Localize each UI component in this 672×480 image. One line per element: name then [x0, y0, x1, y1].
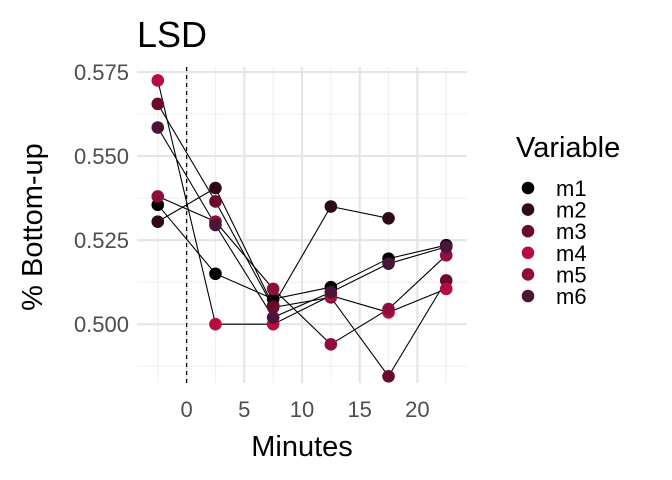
series-line-m4	[157, 80, 447, 325]
data-point-m3	[266, 301, 280, 314]
x-tick-label: 20	[405, 397, 429, 422]
data-point-m4	[209, 317, 222, 331]
data-point-m5	[382, 302, 395, 316]
series-line-m6	[157, 127, 447, 319]
data-points	[151, 74, 453, 383]
data-point-m5	[266, 282, 280, 296]
legend-label-m1: m1	[556, 176, 587, 201]
data-point-m5	[151, 190, 165, 203]
legend-key-m1	[521, 181, 535, 195]
chart-title: LSD	[137, 14, 207, 55]
x-tick-label: 10	[290, 397, 314, 422]
grid	[137, 67, 467, 383]
data-point-m5	[324, 338, 338, 351]
data-point-m1	[209, 267, 222, 281]
series-line-m5	[157, 195, 447, 345]
x-axis-label: Minutes	[251, 431, 353, 463]
data-point-m2	[151, 215, 165, 228]
data-point-m4	[151, 74, 165, 87]
legend-label-m5: m5	[556, 262, 587, 287]
series-line-m1	[157, 204, 447, 300]
data-point-m3	[209, 195, 222, 208]
legend-key-m5	[521, 268, 535, 281]
x-tick-label: 5	[238, 397, 250, 422]
data-point-m6	[439, 240, 453, 254]
legend-key-m3	[521, 224, 535, 238]
data-point-m6	[382, 257, 395, 270]
legend-key-m2	[521, 203, 535, 216]
data-point-m2	[382, 211, 395, 225]
y-axis-ticks: 0.500 0.525 0.550 0.575	[74, 60, 129, 337]
data-point-m2	[324, 200, 338, 213]
data-point-m3	[382, 369, 395, 383]
x-axis-ticks: 0 5 10 15 20	[180, 397, 429, 422]
series-line-m3	[157, 103, 447, 378]
legend-key-m4	[521, 246, 535, 260]
data-point-m6	[209, 218, 222, 232]
legend-label-m6: m6	[556, 284, 587, 309]
data-point-m3	[151, 97, 165, 111]
data-point-m6	[151, 121, 165, 134]
data-point-m6	[324, 285, 338, 299]
data-point-m2	[209, 181, 222, 195]
x-tick-label: 15	[347, 397, 371, 422]
legend-label-m3: m3	[556, 219, 587, 244]
series-lines	[157, 80, 447, 378]
data-point-m6	[266, 311, 280, 324]
y-axis-label: % Bottom-up	[17, 143, 49, 311]
y-tick-label: 0.575	[74, 60, 129, 85]
x-tick-label: 0	[180, 397, 192, 422]
legend-key-m6	[521, 289, 535, 303]
y-tick-label: 0.550	[74, 144, 129, 169]
legend-label-m4: m4	[556, 241, 587, 266]
legend-title: Variable	[516, 132, 620, 164]
y-tick-label: 0.500	[74, 312, 129, 337]
legend-label-m2: m2	[556, 198, 587, 223]
y-tick-label: 0.525	[74, 228, 129, 253]
data-point-m4	[439, 282, 453, 296]
